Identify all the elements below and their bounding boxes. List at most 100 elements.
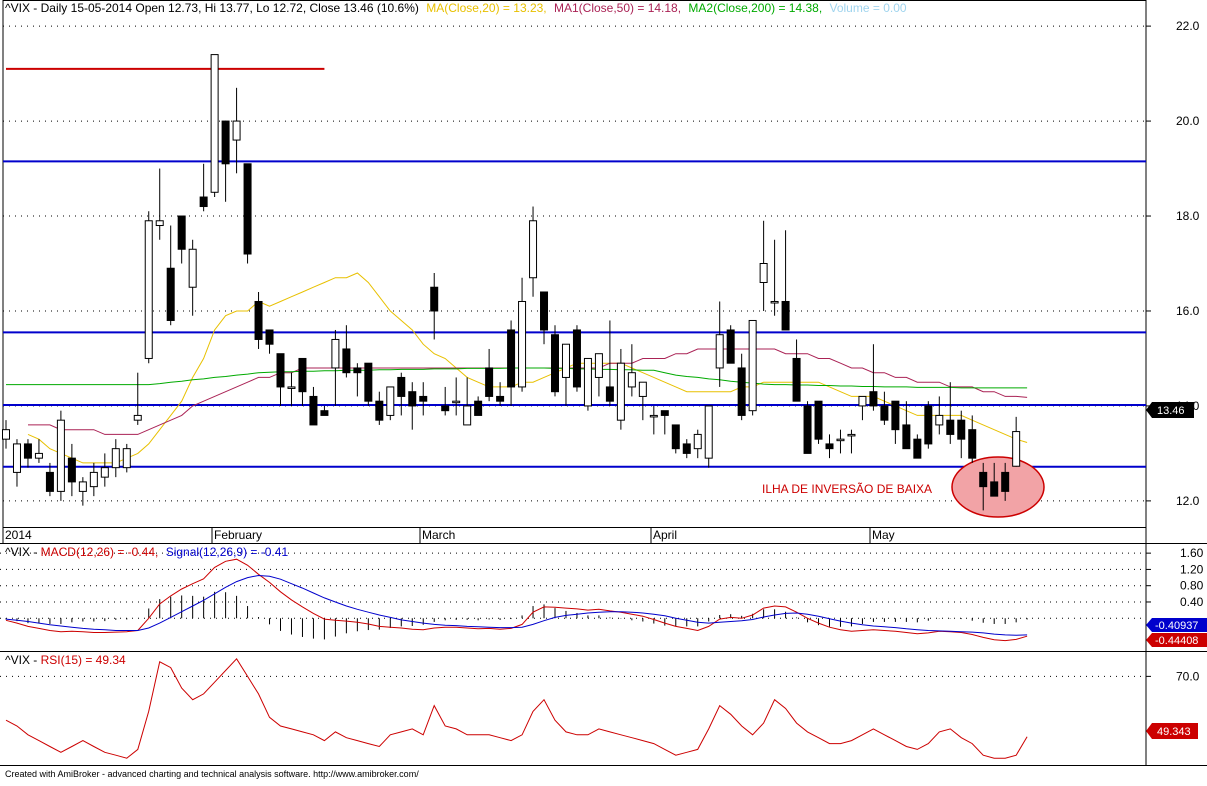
last-price-tag-text: 13.46 xyxy=(1157,405,1185,417)
candle xyxy=(518,277,527,392)
price-header-ma200: MA2(Close,200) = 14.38, xyxy=(688,1,822,15)
candle xyxy=(561,343,570,406)
x-axis-label: April xyxy=(653,528,677,542)
annotation-label: ILHA DE INVERSÃO DE BAIXA xyxy=(762,482,932,496)
candle-body xyxy=(540,291,549,331)
rsi-header-rsi: RSI(15) = 49.34 xyxy=(41,653,126,667)
candle-body xyxy=(221,120,230,165)
candle-body xyxy=(924,405,933,445)
candle-body xyxy=(1001,471,1010,492)
candle xyxy=(111,439,120,478)
candle-body xyxy=(243,163,252,255)
candle-body xyxy=(529,220,538,279)
candle-body xyxy=(803,405,812,454)
candle-body xyxy=(715,334,724,369)
price-header-ma20: MA(Close,20) = 13.23, xyxy=(426,1,546,15)
candle xyxy=(529,206,538,297)
candle-body xyxy=(188,248,197,288)
candle-body xyxy=(452,400,461,404)
price-header: ^VIX - Daily 15-05-2014 Open 12.73, Hi 1… xyxy=(5,1,907,15)
candle-body xyxy=(605,386,614,402)
candle xyxy=(814,400,823,444)
rsi-header: ^VIX - RSI(15) = 49.34 xyxy=(5,653,126,667)
candle-body xyxy=(693,433,702,450)
candle xyxy=(594,353,603,397)
candle xyxy=(298,357,307,406)
x-axis-label: March xyxy=(422,528,455,542)
rsi-line xyxy=(5,657,1028,759)
candle xyxy=(649,405,658,435)
candle-body xyxy=(122,448,131,469)
candle xyxy=(605,320,614,406)
candle xyxy=(715,301,724,387)
candle-body xyxy=(913,438,922,459)
candle-body xyxy=(331,338,340,369)
candle-body xyxy=(583,357,592,407)
candle xyxy=(133,372,142,425)
candle-body xyxy=(2,429,10,440)
candle xyxy=(199,163,208,212)
candle-body xyxy=(111,448,120,469)
candle xyxy=(78,477,87,506)
candle xyxy=(935,396,944,435)
candle-body xyxy=(100,467,109,478)
candle-body xyxy=(781,300,790,331)
candle-body xyxy=(265,329,274,345)
candle-body xyxy=(419,395,428,402)
macd-header-prefix: ^VIX - xyxy=(5,545,41,559)
candle-body xyxy=(254,300,263,340)
candle-body xyxy=(232,120,241,141)
candle xyxy=(2,420,10,449)
candle-body xyxy=(792,357,801,402)
candle xyxy=(89,462,98,497)
candle-body xyxy=(814,400,823,440)
rsi-value-tag: 49.343 xyxy=(1146,723,1198,739)
candle xyxy=(122,443,131,473)
candle-body xyxy=(34,452,43,459)
candle xyxy=(232,87,241,174)
candle-body xyxy=(957,419,966,440)
candle-body xyxy=(869,391,878,407)
candle-body xyxy=(485,367,494,397)
macd-y-tick-label: 1.20 xyxy=(1180,562,1204,576)
candle xyxy=(1012,416,1021,467)
signal-value-tag: -0.40937 xyxy=(1146,618,1207,632)
candle xyxy=(430,272,439,340)
candle-body xyxy=(364,362,373,402)
candle-body xyxy=(671,424,680,450)
candle-body xyxy=(78,481,87,492)
candle-body xyxy=(990,481,999,497)
candle-body xyxy=(353,367,362,374)
candle xyxy=(671,424,680,454)
candle-body xyxy=(496,395,505,402)
candle xyxy=(221,120,230,202)
candle-body xyxy=(551,334,559,393)
macd-plot xyxy=(5,558,1028,642)
candle xyxy=(386,386,395,421)
x-axis-label: May xyxy=(872,528,895,542)
candle xyxy=(100,453,109,487)
candle xyxy=(891,400,900,444)
candle xyxy=(144,211,153,364)
candle xyxy=(331,329,340,406)
candle xyxy=(781,230,790,331)
candle xyxy=(45,462,54,497)
candle xyxy=(957,410,966,459)
candle-body xyxy=(836,438,845,442)
macd-header-signal: Signal(12,26,9) = -0.41 xyxy=(166,545,289,559)
candle-body xyxy=(408,391,417,407)
candle xyxy=(704,405,713,468)
candle-body xyxy=(847,433,856,437)
footer-credit: Created with AmiBroker - advanced charti… xyxy=(5,769,419,779)
grid-lines xyxy=(0,25,1146,677)
candle xyxy=(583,357,592,411)
candle xyxy=(243,163,252,264)
candle xyxy=(759,220,768,311)
candle xyxy=(188,239,197,316)
candle-body xyxy=(979,471,988,488)
price-y-tick-label: 16.0 xyxy=(1176,304,1200,318)
candle xyxy=(287,372,296,406)
candle-body xyxy=(968,429,977,459)
candle xyxy=(770,239,779,316)
